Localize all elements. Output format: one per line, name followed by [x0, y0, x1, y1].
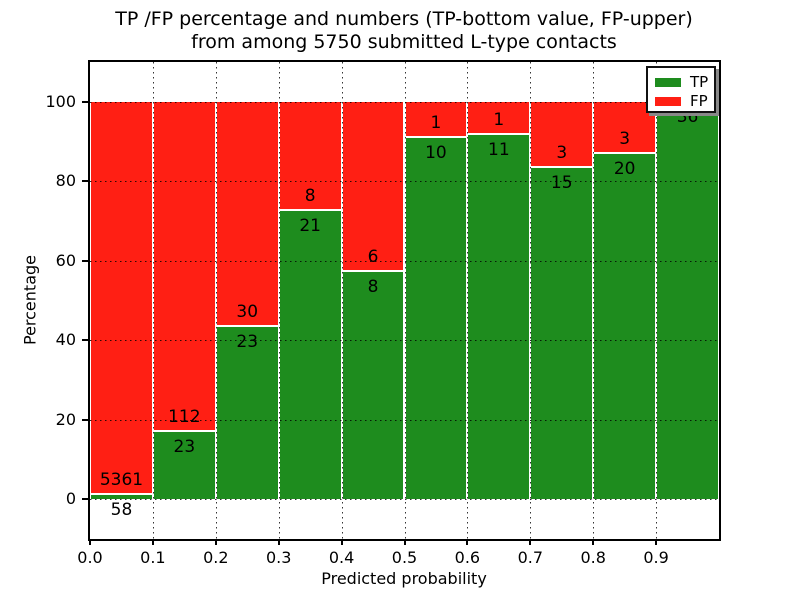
fp-count-label: 30	[236, 301, 259, 322]
plot-area: 53615811223302382168110111315320036	[88, 60, 721, 541]
fp-count-label: 5361	[99, 469, 144, 490]
y-tick-label: 20	[55, 409, 76, 429]
y-tick-label: 40	[55, 330, 76, 350]
x-tick-label: 0.5	[391, 548, 418, 567]
x-tick-label: 0.6	[454, 548, 481, 567]
bar-segment-tp	[467, 134, 531, 500]
x-tick-mark	[655, 539, 658, 545]
y-tick-label: 100	[45, 91, 76, 111]
x-tick-label: 0.3	[265, 548, 292, 567]
bar-segment-fp	[593, 101, 657, 154]
x-tick-mark	[592, 539, 595, 545]
y-tick-mark	[82, 100, 88, 103]
y-tick-mark	[82, 180, 88, 183]
bar-segment-fp	[152, 101, 216, 432]
legend-entry-label: TP	[690, 73, 709, 91]
x-axis-label: Predicted probability	[321, 569, 487, 588]
legend-entry: FP	[655, 92, 714, 111]
gridline-vertical	[404, 62, 406, 539]
legend-entry-label: FP	[690, 92, 708, 110]
chart-title-line1: TP /FP percentage and numbers (TP-bottom…	[115, 8, 693, 30]
bar-segment-tp	[530, 168, 594, 500]
tp-count-label: 58	[110, 499, 133, 520]
bar-segment-fp	[215, 101, 279, 327]
x-tick-mark	[277, 539, 280, 545]
fp-count-label: 3	[619, 128, 631, 149]
x-tick-mark	[340, 539, 343, 545]
gridline-vertical	[593, 62, 595, 539]
gridline-vertical	[215, 62, 217, 539]
gridline-vertical	[530, 62, 532, 539]
tp-count-label: 11	[488, 139, 510, 160]
tp-count-label: 21	[299, 216, 321, 237]
bar-segment-tp	[278, 211, 342, 500]
bar-segment-tp	[215, 326, 279, 500]
fp-count-label: 8	[304, 186, 316, 207]
bar-segment-fp	[530, 101, 594, 168]
bar-segment-tp	[341, 272, 405, 500]
x-tick-label: 0.4	[328, 548, 355, 567]
x-tick-label: 0.8	[580, 548, 606, 567]
y-tick-label: 60	[55, 250, 76, 270]
bar-segment-fp	[90, 101, 153, 495]
bar-segment-tp	[404, 137, 468, 500]
y-tick-mark	[82, 418, 88, 421]
tp-count-label: 15	[550, 173, 573, 193]
y-tick-label: 0	[65, 489, 76, 509]
fp-count-label: 3	[556, 143, 568, 163]
bar-segment-tp	[90, 494, 153, 500]
y-tick-label: 80	[55, 171, 76, 191]
bar-segment-fp	[341, 101, 405, 273]
x-tick-mark	[466, 539, 469, 545]
x-tick-mark	[89, 539, 91, 545]
chart-title: TP /FP percentage and numbers (TP-bottom…	[4, 8, 800, 54]
gridline-vertical	[656, 62, 658, 539]
x-tick-label: 0.2	[203, 548, 229, 567]
bar-segment-fp	[467, 101, 531, 135]
chart-title-line2: from among 5750 submitted L-type contact…	[191, 31, 617, 53]
tp-count-label: 20	[613, 158, 636, 179]
x-tick-mark	[529, 539, 532, 545]
y-tick-mark	[82, 498, 88, 501]
gridline-vertical	[467, 62, 469, 539]
tp-count-label: 23	[173, 436, 196, 457]
x-tick-label: 0.7	[517, 548, 544, 567]
tp-count-label: 10	[425, 142, 447, 163]
y-tick-mark	[82, 339, 88, 342]
x-tick-label: 0.9	[643, 548, 669, 567]
gridline-vertical	[278, 62, 280, 539]
x-tick-mark	[151, 539, 154, 545]
fp-count-label: 1	[493, 109, 505, 130]
tp-count-label: 23	[236, 331, 259, 352]
bar-segment-tp	[656, 101, 719, 500]
x-tick-mark	[214, 539, 217, 545]
gridline-vertical	[152, 62, 154, 539]
fp-count-label: 112	[168, 406, 201, 427]
x-tick-label: 0.0	[77, 548, 103, 567]
y-tick-mark	[82, 259, 88, 262]
tp-count-label: 8	[367, 277, 379, 298]
gridline-vertical	[341, 62, 343, 539]
bar-segment-fp	[278, 101, 342, 212]
legend-entry: TP	[655, 73, 714, 92]
x-tick-label: 0.1	[140, 548, 166, 567]
x-tick-mark	[403, 539, 406, 545]
bar-segment-tp	[593, 153, 657, 500]
legend: TP FP	[646, 66, 716, 113]
fp-count-label: 1	[430, 112, 442, 133]
legend-color-patch	[655, 78, 681, 87]
legend-color-patch	[655, 97, 681, 106]
fp-count-label: 6	[367, 247, 379, 268]
